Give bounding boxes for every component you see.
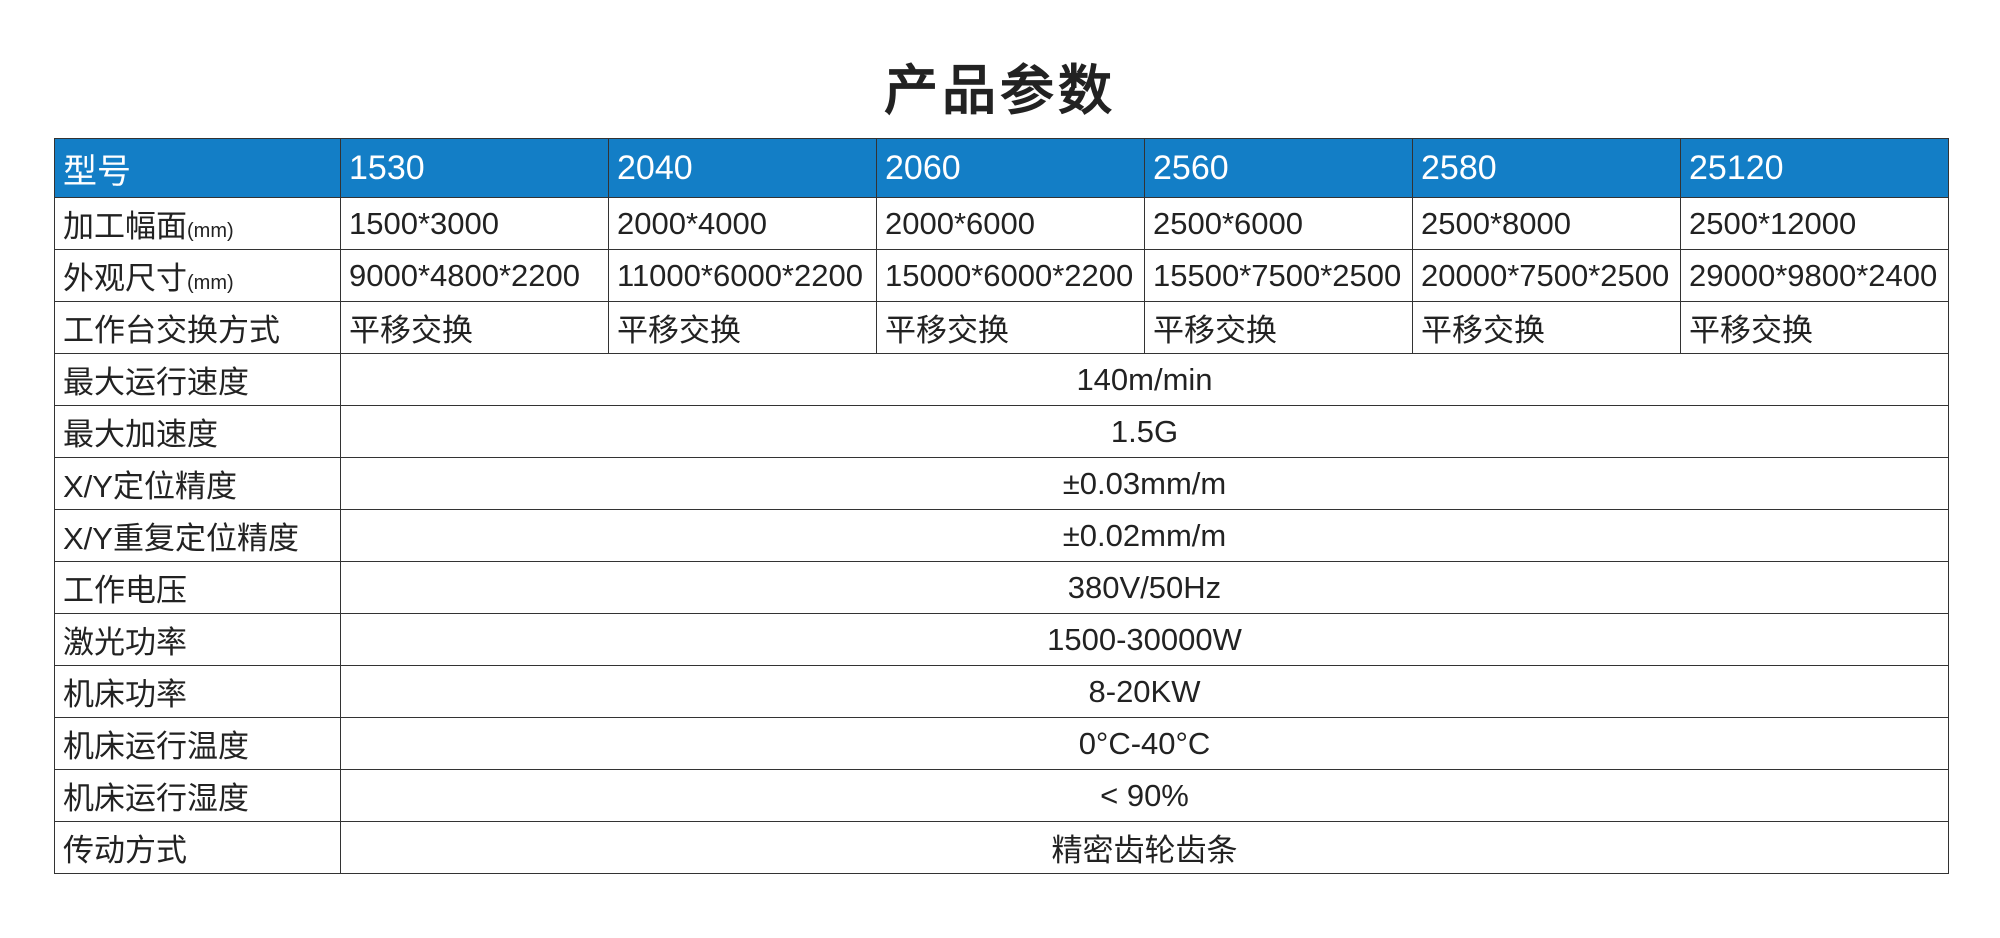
- value-cell: 11000*6000*2200: [608, 249, 877, 302]
- value-cell: 15500*7500*2500: [1144, 249, 1413, 302]
- row-label-cell: 机床功率: [54, 665, 341, 718]
- header-row: 型号 1530 2040 2060 2560 2580 25120: [54, 138, 1949, 198]
- table-row: 机床功率 8-20KW: [54, 665, 1949, 718]
- merged-value-cell: 精密齿轮齿条: [340, 821, 1949, 874]
- page-title: 产品参数: [884, 61, 1116, 121]
- row-label: 机床运行湿度: [63, 781, 249, 816]
- row-label: 机床功率: [63, 677, 187, 712]
- value-cell: 2000*6000: [876, 197, 1145, 250]
- row-label-cell: 最大运行速度: [54, 353, 341, 406]
- table-row: 工作台交换方式 平移交换 平移交换 平移交换 平移交换 平移交换 平移交换: [54, 301, 1949, 354]
- value-cell: 平移交换: [876, 301, 1145, 354]
- row-label-cell: 加工幅面(mm): [54, 197, 341, 250]
- table-row: 加工幅面(mm) 1500*3000 2000*4000 2000*6000 2500*…: [54, 197, 1949, 250]
- header-cell: 2040: [608, 138, 877, 198]
- row-label: X/Y重复定位精度: [63, 521, 299, 556]
- value-cell: 平移交换: [1412, 301, 1681, 354]
- value-cell: 平移交换: [608, 301, 877, 354]
- row-label-cell: 传动方式: [54, 821, 341, 874]
- table-row: 传动方式 精密齿轮齿条: [54, 821, 1949, 874]
- row-label-cell: X/Y重复定位精度: [54, 509, 341, 562]
- header-cell: 2060: [876, 138, 1145, 198]
- value-cell: 2500*6000: [1144, 197, 1413, 250]
- row-label-cell: 激光功率: [54, 613, 341, 666]
- table-row: 机床运行湿度 < 90%: [54, 769, 1949, 822]
- header-cell: 25120: [1680, 138, 1949, 198]
- table-row: 最大运行速度 140m/min: [54, 353, 1949, 406]
- row-label: 激光功率: [63, 625, 187, 660]
- row-label: 最大运行速度: [63, 365, 249, 400]
- spec-table: 型号 1530 2040 2060 2560 2580 25120 加工幅面(mm) 1500*…: [54, 138, 1949, 874]
- table-row: 最大加速度 1.5G: [54, 405, 1949, 458]
- value-cell: 15000*6000*2200: [876, 249, 1145, 302]
- row-unit: (mm): [187, 220, 234, 242]
- value-cell: 1500*3000: [340, 197, 609, 250]
- row-label: 工作台交换方式: [63, 313, 280, 348]
- merged-value-cell: < 90%: [340, 769, 1949, 822]
- value-cell: 2500*8000: [1412, 197, 1681, 250]
- row-label-cell: X/Y定位精度: [54, 457, 341, 510]
- merged-value-cell: ±0.02mm/m: [340, 509, 1949, 562]
- row-label-cell: 最大加速度: [54, 405, 341, 458]
- merged-value-cell: 1.5G: [340, 405, 1949, 458]
- row-label-cell: 机床运行温度: [54, 717, 341, 770]
- table-row: 工作电压 380V/50Hz: [54, 561, 1949, 614]
- row-label-cell: 工作电压: [54, 561, 341, 614]
- row-label: 机床运行温度: [63, 729, 249, 764]
- merged-value-cell: 380V/50Hz: [340, 561, 1949, 614]
- row-label-cell: 机床运行湿度: [54, 769, 341, 822]
- table-row: 外观尺寸(mm) 9000*4800*2200 11000*6000*2200 150…: [54, 249, 1949, 302]
- header-cell: 2580: [1412, 138, 1681, 198]
- value-cell: 20000*7500*2500: [1412, 249, 1681, 302]
- table-row: X/Y重复定位精度 ±0.02mm/m: [54, 509, 1949, 562]
- merged-value-cell: 140m/min: [340, 353, 1949, 406]
- value-cell: 2000*4000: [608, 197, 877, 250]
- value-cell: 9000*4800*2200: [340, 249, 609, 302]
- merged-value-cell: ±0.03mm/m: [340, 457, 1949, 510]
- value-cell: 平移交换: [1680, 301, 1949, 354]
- row-label: 加工幅面: [63, 209, 187, 244]
- header-cell: 2560: [1144, 138, 1413, 198]
- merged-value-cell: 1500-30000W: [340, 613, 1949, 666]
- table-row: X/Y定位精度 ±0.03mm/m: [54, 457, 1949, 510]
- header-cell: 1530: [340, 138, 609, 198]
- row-label: 工作电压: [63, 573, 187, 608]
- row-unit: (mm): [187, 272, 234, 294]
- table-row: 激光功率 1500-30000W: [54, 613, 1949, 666]
- merged-value-cell: 8-20KW: [340, 665, 1949, 718]
- row-label: 传动方式: [63, 833, 187, 868]
- header-cell: 型号: [54, 138, 341, 198]
- table-row: 机床运行温度 0°C-40°C: [54, 717, 1949, 770]
- value-cell: 2500*12000: [1680, 197, 1949, 250]
- row-label-cell: 工作台交换方式: [54, 301, 341, 354]
- value-cell: 平移交换: [1144, 301, 1413, 354]
- merged-value-cell: 0°C-40°C: [340, 717, 1949, 770]
- row-label-cell: 外观尺寸(mm): [54, 249, 341, 302]
- row-label: X/Y定位精度: [63, 469, 237, 504]
- row-label: 最大加速度: [63, 417, 218, 452]
- value-cell: 29000*9800*2400: [1680, 249, 1949, 302]
- value-cell: 平移交换: [340, 301, 609, 354]
- row-label: 外观尺寸: [63, 261, 187, 296]
